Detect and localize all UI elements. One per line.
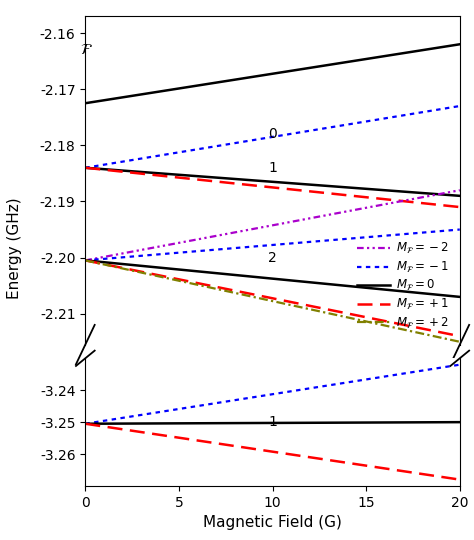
Text: $\mathcal{F}$: $\mathcal{F}$ — [80, 42, 92, 57]
Text: 0: 0 — [268, 127, 277, 141]
X-axis label: Magnetic Field (G): Magnetic Field (G) — [203, 515, 342, 530]
Text: 2: 2 — [268, 251, 277, 265]
Text: 1: 1 — [268, 415, 277, 429]
Text: 1: 1 — [268, 161, 277, 175]
Text: Energy (GHz): Energy (GHz) — [7, 198, 22, 299]
Legend: $M_{\mathcal{F}}=-2$, $M_{\mathcal{F}}=-1$, $M_{\mathcal{F}}=0$, $M_{\mathcal{F}: $M_{\mathcal{F}}=-2$, $M_{\mathcal{F}}=-… — [352, 237, 454, 335]
